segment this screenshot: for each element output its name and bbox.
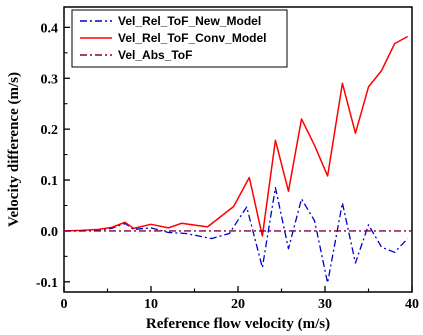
x-tick-label: 20: [231, 297, 245, 312]
y-tick-label: 0.0: [41, 225, 59, 240]
y-tick-label: 0.3: [41, 72, 59, 87]
legend-label: Vel_Rel_ToF_Conv_Model: [118, 31, 266, 45]
x-axis-label: Reference flow velocity (m/s): [146, 316, 330, 332]
legend: Vel_Rel_ToF_New_Model Vel_Rel_ToF_Conv_Mo…: [71, 9, 288, 68]
y-tick-label: -0.1: [36, 276, 58, 291]
x-tick-label: 40: [405, 297, 419, 312]
y-tick-label: 0.1: [41, 174, 59, 189]
x-tick-label: 30: [318, 297, 332, 312]
axis-ticks: 0 10 20 30 40 -0.1 0.0 0.1 0.2 0.3 0.4: [36, 21, 419, 312]
series-line-2: [63, 35, 409, 237]
y-axis-label: Velocity difference (m/s): [6, 72, 22, 227]
x-tick-label: 0: [61, 297, 68, 312]
series-group: [63, 35, 412, 284]
x-tick-label: 10: [144, 297, 158, 312]
y-tick-label: 0.4: [41, 21, 59, 36]
legend-label: Vel_Abs_ToF: [118, 48, 192, 62]
y-tick-label: 0.2: [41, 123, 59, 138]
legend-label: Vel_Rel_ToF_New_Model: [118, 14, 261, 28]
